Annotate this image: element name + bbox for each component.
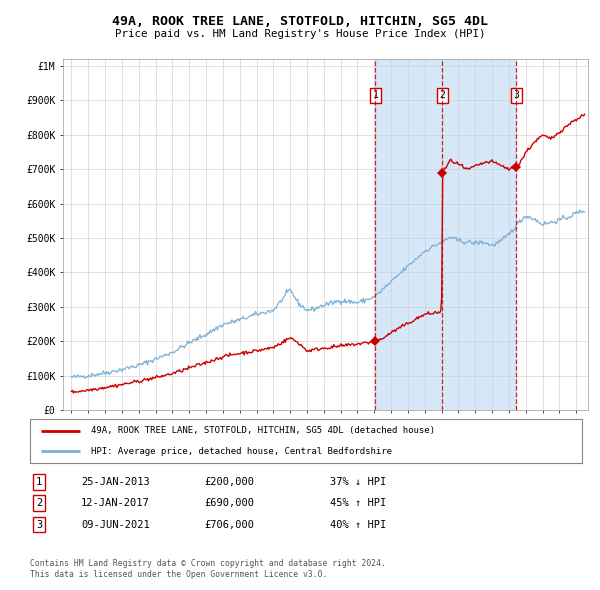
Bar xyxy=(442,59,517,410)
Text: 49A, ROOK TREE LANE, STOTFOLD, HITCHIN, SG5 4DL (detached house): 49A, ROOK TREE LANE, STOTFOLD, HITCHIN, … xyxy=(91,427,435,435)
Text: 09-JUN-2021: 09-JUN-2021 xyxy=(81,520,150,529)
Text: 45% ↑ HPI: 45% ↑ HPI xyxy=(330,499,386,508)
Text: £690,000: £690,000 xyxy=(204,499,254,508)
Text: 3: 3 xyxy=(36,520,42,529)
Text: 37% ↓ HPI: 37% ↓ HPI xyxy=(330,477,386,487)
Text: £706,000: £706,000 xyxy=(204,520,254,529)
Text: This data is licensed under the Open Government Licence v3.0.: This data is licensed under the Open Gov… xyxy=(30,571,328,579)
Text: 25-JAN-2013: 25-JAN-2013 xyxy=(81,477,150,487)
Text: £200,000: £200,000 xyxy=(204,477,254,487)
Text: 3: 3 xyxy=(514,90,519,100)
Text: HPI: Average price, detached house, Central Bedfordshire: HPI: Average price, detached house, Cent… xyxy=(91,447,392,455)
Text: 2: 2 xyxy=(36,499,42,508)
Text: Price paid vs. HM Land Registry's House Price Index (HPI): Price paid vs. HM Land Registry's House … xyxy=(115,29,485,38)
Text: Contains HM Land Registry data © Crown copyright and database right 2024.: Contains HM Land Registry data © Crown c… xyxy=(30,559,386,568)
Text: 1: 1 xyxy=(373,90,379,100)
Text: 49A, ROOK TREE LANE, STOTFOLD, HITCHIN, SG5 4DL: 49A, ROOK TREE LANE, STOTFOLD, HITCHIN, … xyxy=(112,15,488,28)
Text: 12-JAN-2017: 12-JAN-2017 xyxy=(81,499,150,508)
Text: 40% ↑ HPI: 40% ↑ HPI xyxy=(330,520,386,529)
Text: 1: 1 xyxy=(36,477,42,487)
Bar xyxy=(376,59,442,410)
Text: 2: 2 xyxy=(439,90,445,100)
